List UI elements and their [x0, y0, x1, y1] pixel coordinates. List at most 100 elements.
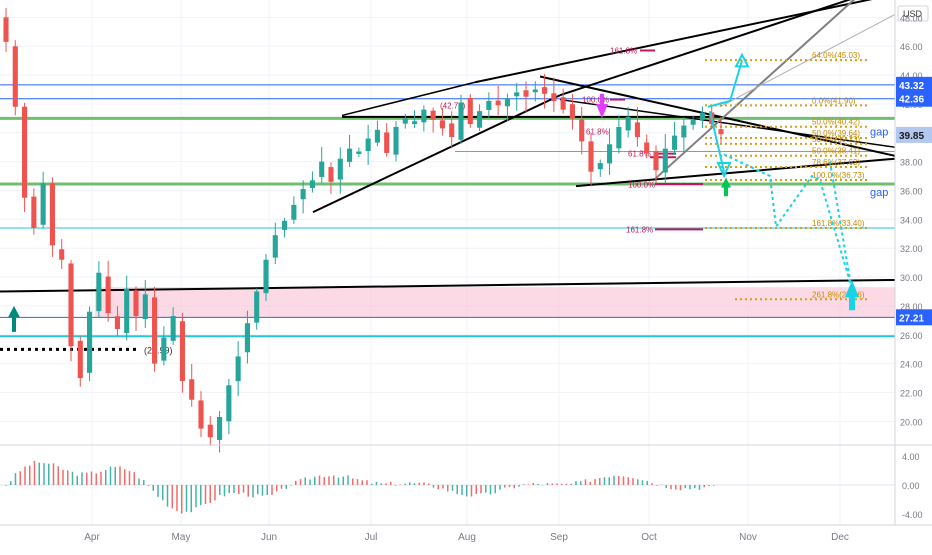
indicator-pane: 4.00 0.00 -4.00 — [0, 444, 932, 520]
candle-body — [68, 263, 74, 347]
fib-level-label: 50.0%(40.42) — [812, 118, 860, 127]
trendline — [575, 157, 896, 188]
time-axis: Apr May Jun Jul Aug Sep Oct Nov Dec — [0, 524, 932, 543]
candle-body — [597, 163, 603, 170]
candle-body — [124, 288, 130, 334]
candle-body — [114, 316, 120, 330]
price-tick-label: 24.00 — [900, 360, 923, 370]
candle-body — [607, 144, 613, 164]
candle-body — [402, 118, 408, 124]
candle-body — [690, 119, 696, 125]
teal-arrow-up — [8, 305, 20, 332]
candle-body — [421, 109, 427, 123]
time-tick-label: Sep — [550, 532, 568, 543]
projection-up-path — [707, 60, 743, 108]
candle-body — [439, 120, 445, 129]
trendline — [341, 81, 476, 117]
candle-body — [328, 167, 334, 182]
candle-body — [235, 356, 241, 382]
grid — [0, 0, 895, 525]
target-arrow-up — [845, 279, 859, 311]
price-tag-label: 27.21 — [899, 313, 924, 324]
candle-body — [588, 141, 594, 172]
currency-label: USD — [903, 9, 923, 19]
candle-body — [616, 126, 622, 149]
candle-body — [59, 249, 65, 260]
candle-body — [309, 180, 315, 189]
candle-body — [319, 161, 325, 177]
price-tag-box — [896, 76, 932, 93]
time-tick-label: Apr — [84, 532, 100, 543]
time-tick-label: May — [172, 532, 191, 543]
indicator-tick-label: 0.00 — [902, 481, 920, 491]
candle-body — [393, 126, 399, 155]
price-tick-label: 48.00 — [900, 13, 923, 23]
candle-body — [477, 111, 483, 128]
fib-level-label: 100.0%(36.73) — [812, 171, 865, 180]
candle-body — [170, 316, 176, 341]
candle-body — [291, 204, 297, 220]
green-arrow-up — [721, 177, 731, 197]
candle-body — [495, 100, 501, 106]
gap-annotation: gap — [870, 187, 888, 199]
candle-body — [365, 138, 371, 152]
candle-body — [142, 294, 148, 320]
fib-mid-label: 61.8% — [628, 150, 651, 159]
trendline — [474, 0, 873, 84]
price-tag-box — [896, 126, 932, 143]
candle-body — [374, 129, 380, 143]
support-zone — [95, 287, 895, 318]
candle-body — [22, 106, 28, 198]
indicator-tick-label: -4.00 — [902, 510, 923, 520]
price-tick-label: 38.00 — [900, 158, 923, 168]
candle-body — [412, 121, 418, 125]
price-tag-label: 42.36 — [899, 95, 924, 106]
fib-level-label: 50.0%(39.23) — [812, 135, 860, 144]
projection-paths: gap gap — [8, 52, 888, 332]
candle-body — [542, 87, 548, 94]
fib-level-label: 261.8%(28.46) — [812, 290, 865, 299]
price-tick-label: 28.00 — [900, 302, 923, 312]
candle-body — [467, 98, 473, 125]
candle-body — [504, 98, 510, 107]
price-tick-label: 36.00 — [900, 186, 923, 196]
fib-level-label: 64.0%(45.03) — [812, 51, 860, 60]
trendline — [539, 75, 896, 157]
candle-body — [254, 291, 260, 323]
candle-body — [560, 97, 566, 110]
candle-body — [3, 17, 9, 42]
candle-body — [152, 297, 158, 364]
price-tag-box — [896, 309, 932, 326]
price-tick-label: 44.00 — [900, 71, 923, 81]
candle-body — [87, 311, 93, 373]
candle-body — [263, 259, 269, 294]
projection-dotted-path — [829, 161, 853, 292]
candles — [3, 8, 724, 453]
candle-body — [49, 183, 55, 246]
candle-body — [40, 183, 46, 225]
candle-body — [430, 110, 436, 120]
candle-body — [207, 424, 213, 438]
price-tick-label: 32.00 — [900, 244, 923, 254]
time-tick-label: Jul — [365, 532, 378, 543]
fib-level-label: 78.6%(37.63) — [812, 158, 860, 167]
price-tick-label: 30.00 — [900, 273, 923, 283]
candle-body — [133, 290, 139, 317]
projection-up-arrow — [734, 52, 750, 68]
candle-body — [282, 220, 288, 230]
candle-body — [356, 151, 362, 154]
price-tick-label: 22.00 — [900, 388, 923, 398]
price-tick-label: 26.00 — [900, 331, 923, 341]
fib-mid-label: 161.8% — [626, 225, 653, 234]
time-tick-label: Dec — [831, 532, 849, 543]
candle-body — [449, 123, 455, 138]
dotted-level-label: (24.99) — [144, 345, 173, 355]
candle-body — [551, 93, 557, 102]
time-tick-label: Aug — [458, 532, 476, 543]
candle-body — [486, 101, 492, 110]
candle-body — [179, 321, 185, 381]
candle-body — [523, 90, 529, 97]
trendlines — [0, 0, 896, 293]
